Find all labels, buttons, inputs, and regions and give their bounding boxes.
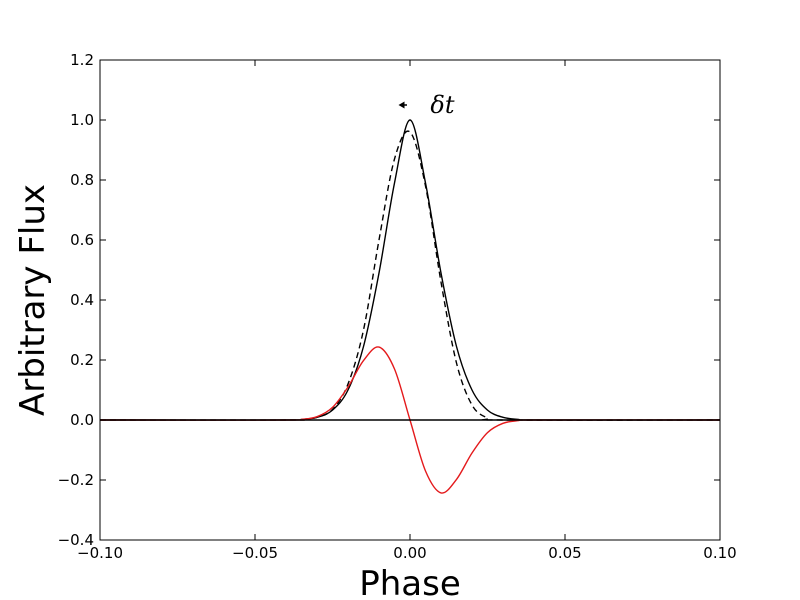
y-tick-label: −0.4: [58, 531, 94, 549]
y-tick-label: 0.4: [70, 291, 94, 309]
x-tick-label: −0.10: [77, 544, 123, 562]
x-tick-label: −0.05: [232, 544, 278, 562]
y-tick-label: 0.8: [70, 171, 94, 189]
y-tick-label: 0.2: [70, 351, 94, 369]
x-tick-label: 0.05: [548, 544, 581, 562]
x-tick-label: 0.00: [393, 544, 426, 562]
y-axis-label: Arbitrary Flux: [13, 184, 53, 416]
annotation-label: δt: [430, 91, 454, 119]
x-axis-label: Phase: [359, 564, 461, 600]
x-tick-label: 0.10: [703, 544, 736, 562]
series-layer: [100, 119, 720, 494]
y-tick-label: 0.6: [70, 231, 94, 249]
y-tick-label: 1.0: [70, 111, 94, 129]
series-line-1: [100, 119, 720, 421]
y-tick-label: −0.2: [58, 471, 94, 489]
plot-frame: [99, 59, 721, 541]
series-line-2: [100, 130, 720, 421]
annotation-layer: δt: [398, 91, 455, 119]
annotation-arrow-head: [398, 101, 405, 109]
y-tick-label: 0.0: [70, 411, 94, 429]
ticks-layer: −0.10 −0.05 0.00 0.05 0.10 −0.4 −0.2 0.0 0.2 0.4 0…: [58, 51, 737, 562]
y-tick-label: 1.2: [70, 51, 94, 69]
axes-layer: [99, 59, 721, 541]
